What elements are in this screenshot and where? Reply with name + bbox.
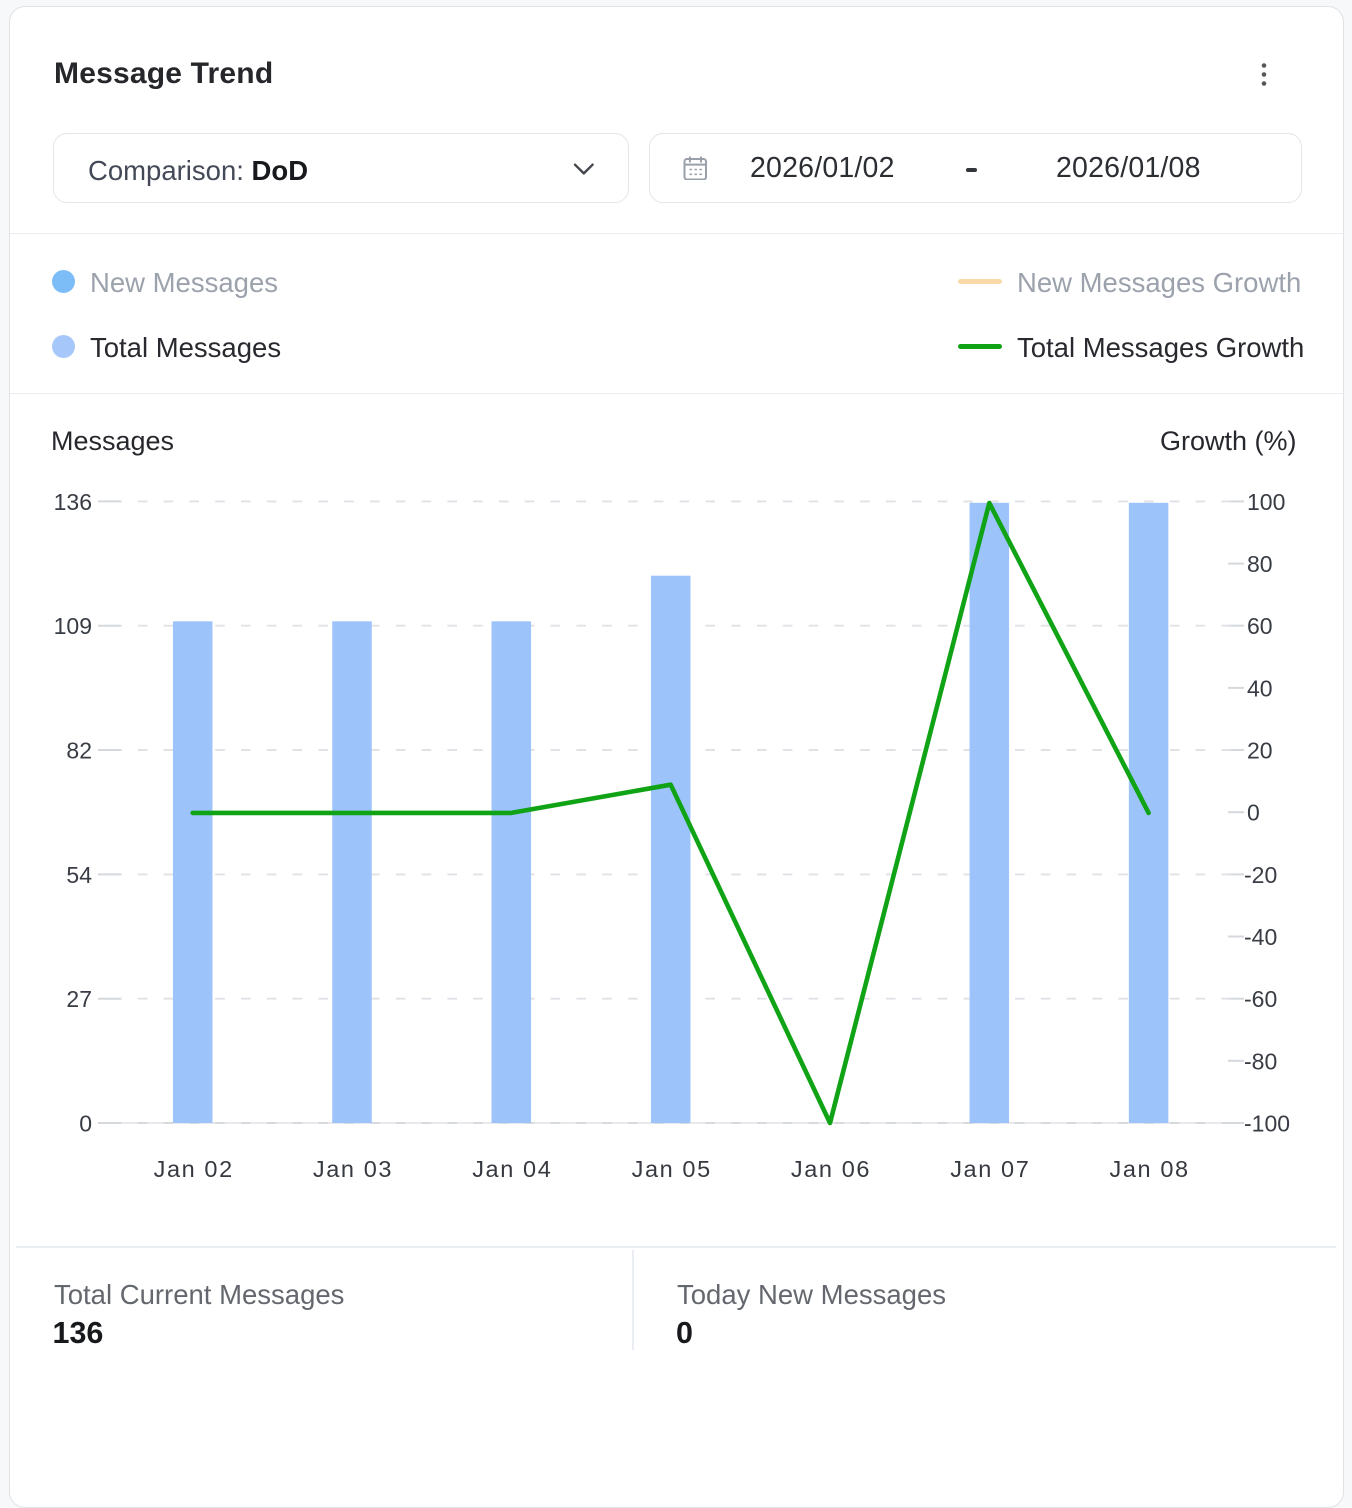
svg-text:Jan 08: Jan 08 bbox=[1110, 1156, 1190, 1182]
svg-text:Jan 02: Jan 02 bbox=[154, 1156, 234, 1182]
svg-text:Jan 05: Jan 05 bbox=[632, 1156, 712, 1182]
svg-text:Jan 03: Jan 03 bbox=[313, 1156, 393, 1182]
svg-text:27: 27 bbox=[66, 986, 92, 1012]
svg-text:82: 82 bbox=[66, 738, 92, 764]
svg-text:-20: -20 bbox=[1244, 862, 1277, 888]
svg-text:Jan 07: Jan 07 bbox=[950, 1156, 1030, 1182]
svg-text:40: 40 bbox=[1247, 675, 1273, 701]
svg-text:136: 136 bbox=[54, 489, 92, 515]
svg-text:0: 0 bbox=[1247, 800, 1260, 826]
svg-text:20: 20 bbox=[1247, 738, 1273, 764]
svg-text:Growth (%): Growth (%) bbox=[1160, 426, 1297, 456]
svg-text:0: 0 bbox=[79, 1111, 92, 1137]
svg-text:-100: -100 bbox=[1244, 1111, 1290, 1137]
svg-text:54: 54 bbox=[66, 862, 92, 888]
svg-text:100: 100 bbox=[1247, 489, 1285, 515]
svg-text:-40: -40 bbox=[1244, 924, 1277, 950]
svg-text:109: 109 bbox=[54, 613, 92, 639]
svg-text:80: 80 bbox=[1247, 551, 1273, 577]
svg-text:-80: -80 bbox=[1244, 1048, 1277, 1074]
svg-text:-60: -60 bbox=[1244, 986, 1277, 1012]
svg-text:60: 60 bbox=[1247, 613, 1273, 639]
svg-text:Messages: Messages bbox=[51, 426, 174, 456]
svg-text:Jan 04: Jan 04 bbox=[472, 1156, 552, 1182]
svg-text:Jan 06: Jan 06 bbox=[791, 1156, 871, 1182]
